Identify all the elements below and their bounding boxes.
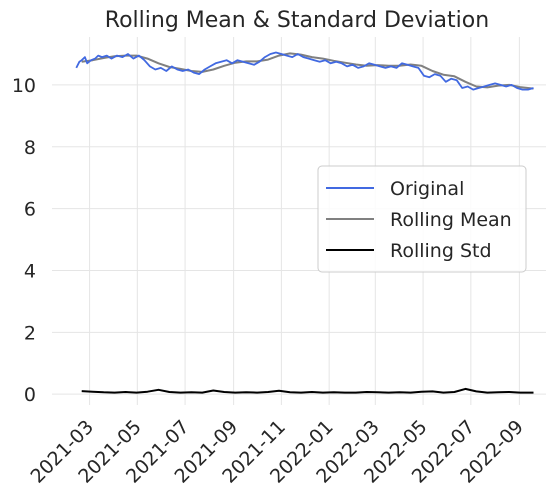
y-tick-label: 0: [24, 384, 36, 406]
legend-label: Rolling Mean: [390, 209, 512, 231]
series-line-rolling-mean: [81, 52, 534, 90]
y-tick-label: 4: [24, 260, 36, 282]
y-tick-label: 8: [24, 137, 36, 159]
y-tick-label: 6: [24, 199, 36, 221]
y-axis: 0 2 4 6 8 10: [12, 75, 36, 406]
chart-title: Rolling Mean & Standard Deviation: [105, 8, 489, 33]
legend-label: Rolling Std: [390, 240, 492, 262]
series-line-rolling-std: [81, 387, 534, 394]
legend-box: [317, 165, 527, 273]
series-layer: [75, 51, 534, 394]
y-tick-label: 2: [24, 322, 36, 344]
legend-label: Original: [390, 178, 464, 200]
series-line-original: [75, 51, 534, 91]
legend: Original Rolling Mean Rolling Std: [317, 165, 527, 273]
y-tick-label: 10: [12, 75, 36, 97]
